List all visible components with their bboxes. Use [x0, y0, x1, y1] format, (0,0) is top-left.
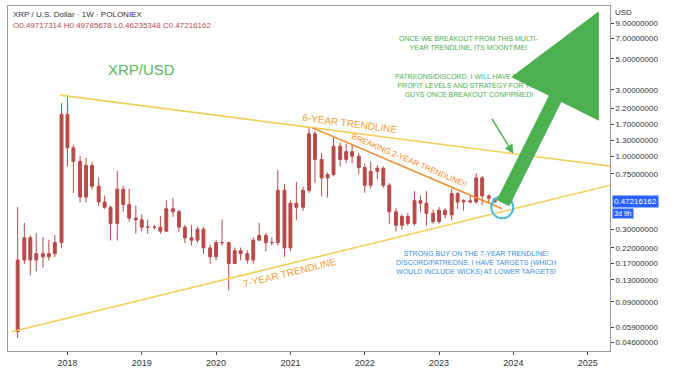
svg-text:0.13000000: 0.13000000 — [616, 276, 659, 285]
svg-text:2024: 2024 — [503, 358, 523, 368]
svg-text:3d 9h: 3d 9h — [614, 210, 632, 217]
svg-text:2.20000000: 2.20000000 — [616, 104, 659, 113]
svg-text:2023: 2023 — [429, 358, 449, 368]
svg-text:1.30000000: 1.30000000 — [616, 136, 659, 145]
svg-text:1.70000000: 1.70000000 — [616, 120, 659, 129]
svg-text:0.30000000: 0.30000000 — [616, 225, 659, 234]
svg-text:O0.49717314 H0.49785678 L0.462: O0.49717314 H0.49785678 L0.46235348 C0.4… — [13, 21, 212, 30]
svg-text:0.17000000: 0.17000000 — [616, 259, 659, 268]
svg-text:7-YEAR TRENDLINE: 7-YEAR TRENDLINE — [242, 256, 338, 289]
svg-text:BREAKING 2-YEAR TRENDLINE!!: BREAKING 2-YEAR TRENDLINE!! — [350, 132, 468, 189]
svg-text:0.09000000: 0.09000000 — [616, 298, 659, 307]
svg-text:6-YEAR TRENDLINE: 6-YEAR TRENDLINE — [302, 112, 398, 135]
svg-text:7.00000000: 7.00000000 — [616, 34, 659, 43]
svg-text:2021: 2021 — [280, 358, 300, 368]
svg-text:1.00000000: 1.00000000 — [616, 152, 659, 161]
svg-text:0.04600000: 0.04600000 — [616, 338, 659, 347]
svg-text:5.00000000: 5.00000000 — [616, 55, 659, 64]
svg-text:2018: 2018 — [57, 358, 77, 368]
svg-text:3.00000000: 3.00000000 — [616, 86, 659, 95]
svg-text:PATREONS/DISCORD, I WILL HAVE: PATREONS/DISCORD, I WILL HAVE MY TAKEPRO… — [395, 73, 543, 98]
svg-text:2022: 2022 — [355, 358, 375, 368]
svg-text:XRP / U.S. Dollar · 1W · POLON: XRP / U.S. Dollar · 1W · POLONIEX — [13, 10, 142, 19]
svg-text:2025: 2025 — [578, 358, 598, 368]
svg-text:0.47216162: 0.47216162 — [614, 197, 657, 206]
svg-text:0.75000000: 0.75000000 — [616, 170, 659, 179]
svg-text:0.22000000: 0.22000000 — [616, 244, 659, 253]
svg-text:2019: 2019 — [132, 358, 152, 368]
svg-text:ONCE WE BREAKOUT FROM THIS MUL: ONCE WE BREAKOUT FROM THIS MULTI-YEAR TR… — [399, 35, 539, 51]
svg-text:0.05900000: 0.05900000 — [616, 323, 659, 332]
svg-text:9.00000000: 9.00000000 — [616, 19, 659, 28]
svg-text:2020: 2020 — [206, 358, 226, 368]
svg-text:STRONG BUY ON THE 7-YEAR TREND: STRONG BUY ON THE 7-YEAR TRENDLINE!DISCO… — [396, 250, 556, 276]
svg-text:USD: USD — [615, 8, 632, 17]
svg-text:XRP/USD: XRP/USD — [108, 61, 175, 78]
